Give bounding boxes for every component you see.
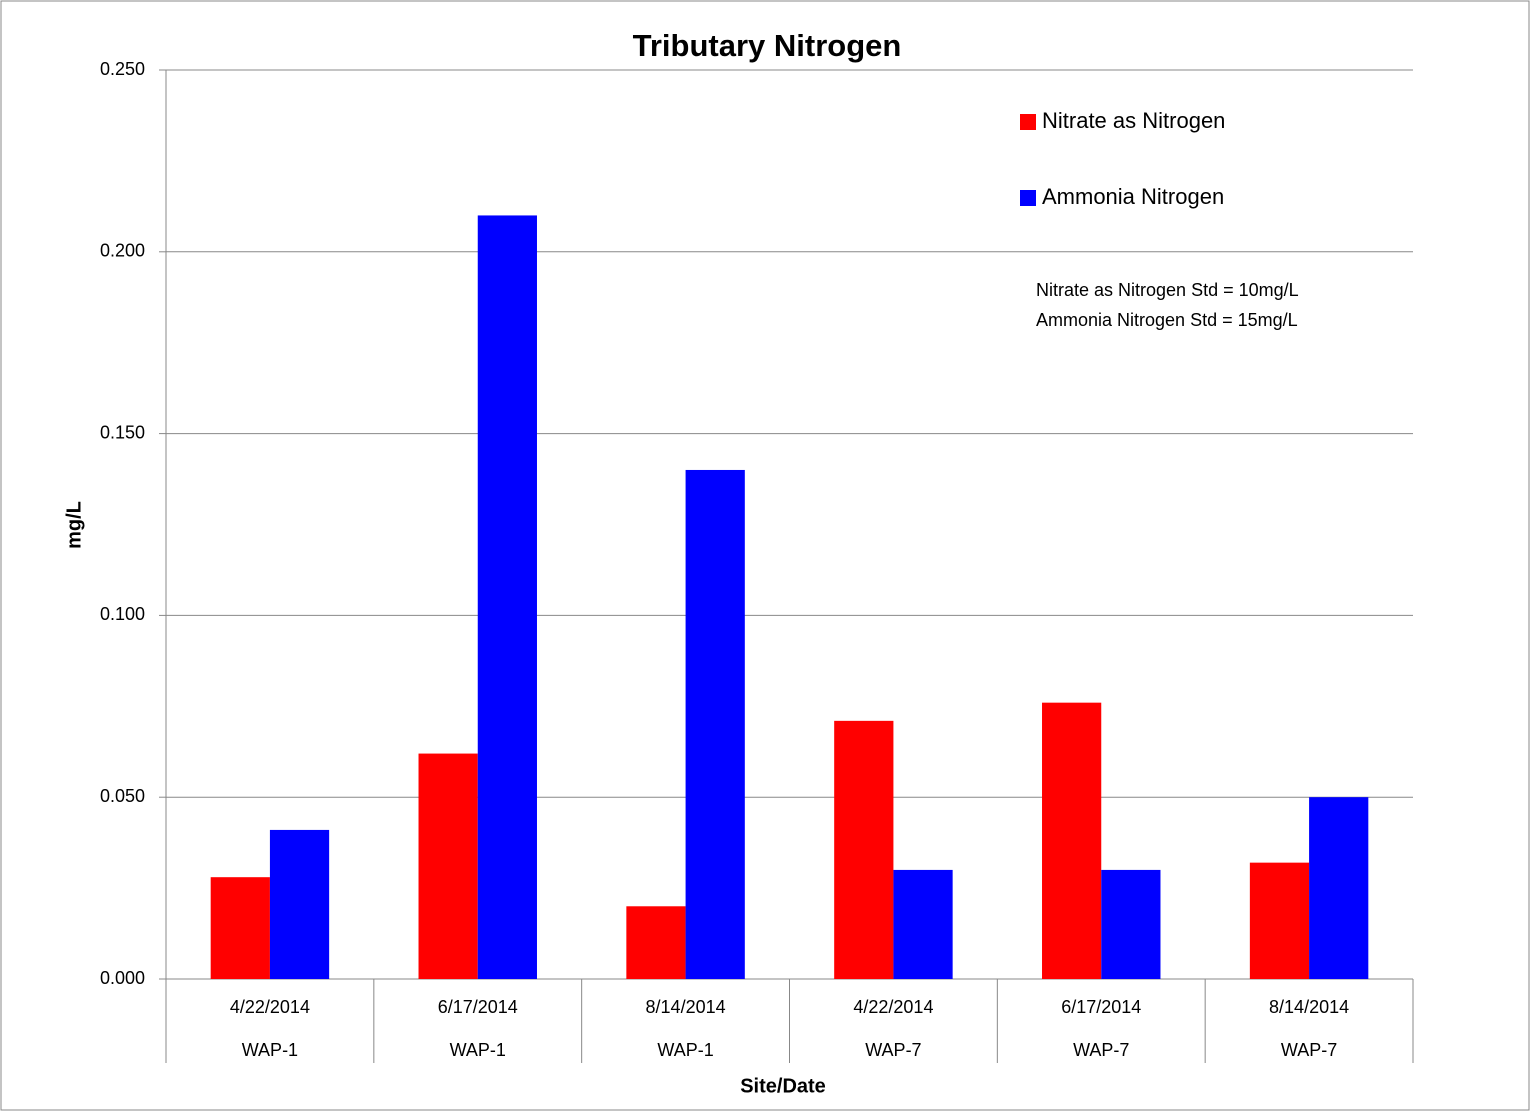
site-label: WAP-7 [1073,1040,1129,1060]
bar [418,753,478,979]
legend-label: Nitrate as Nitrogen [1042,108,1225,133]
bar [269,829,330,979]
site-label: WAP-1 [450,1040,506,1060]
bar [210,877,270,979]
y-tick-label: 0.050 [100,786,145,806]
legend-label: Ammonia Nitrogen [1042,184,1224,209]
y-tick-label: 0.250 [100,59,145,79]
bar [1249,862,1310,979]
x-tick-label: 8/14/2014 [646,997,726,1017]
bar [1101,869,1161,979]
bar [477,215,537,979]
bar [893,869,953,979]
x-tick-label: 4/22/2014 [230,997,310,1017]
x-axis-label: Site/Date [740,1075,826,1097]
bar [685,469,745,979]
legend-swatch [1020,114,1036,130]
site-label: WAP-1 [657,1040,713,1060]
bar [834,720,894,979]
chart-title: Tributary Nitrogen [633,28,902,63]
legend-swatch [1020,190,1036,206]
y-tick-label: 0.100 [100,604,145,624]
site-label: WAP-7 [865,1040,921,1060]
x-tick-label: 6/17/2014 [1061,997,1141,1017]
site-label: WAP-1 [242,1040,298,1060]
annotation: Ammonia Nitrogen Std = 15mg/L [1036,310,1298,330]
x-tick-label: 8/14/2014 [1269,997,1349,1017]
x-tick-label: 6/17/2014 [438,997,518,1017]
bar [1042,702,1102,979]
bar [626,906,686,979]
y-tick-label: 0.200 [100,241,145,261]
y-tick-label: 0.150 [100,422,145,442]
site-label: WAP-7 [1281,1040,1337,1060]
y-tick-label: 0.000 [100,968,145,988]
x-tick-label: 4/22/2014 [853,997,933,1017]
annotation: Nitrate as Nitrogen Std = 10mg/L [1036,280,1299,300]
bar [1309,797,1369,979]
y-axis-label: mg/L [63,501,85,549]
